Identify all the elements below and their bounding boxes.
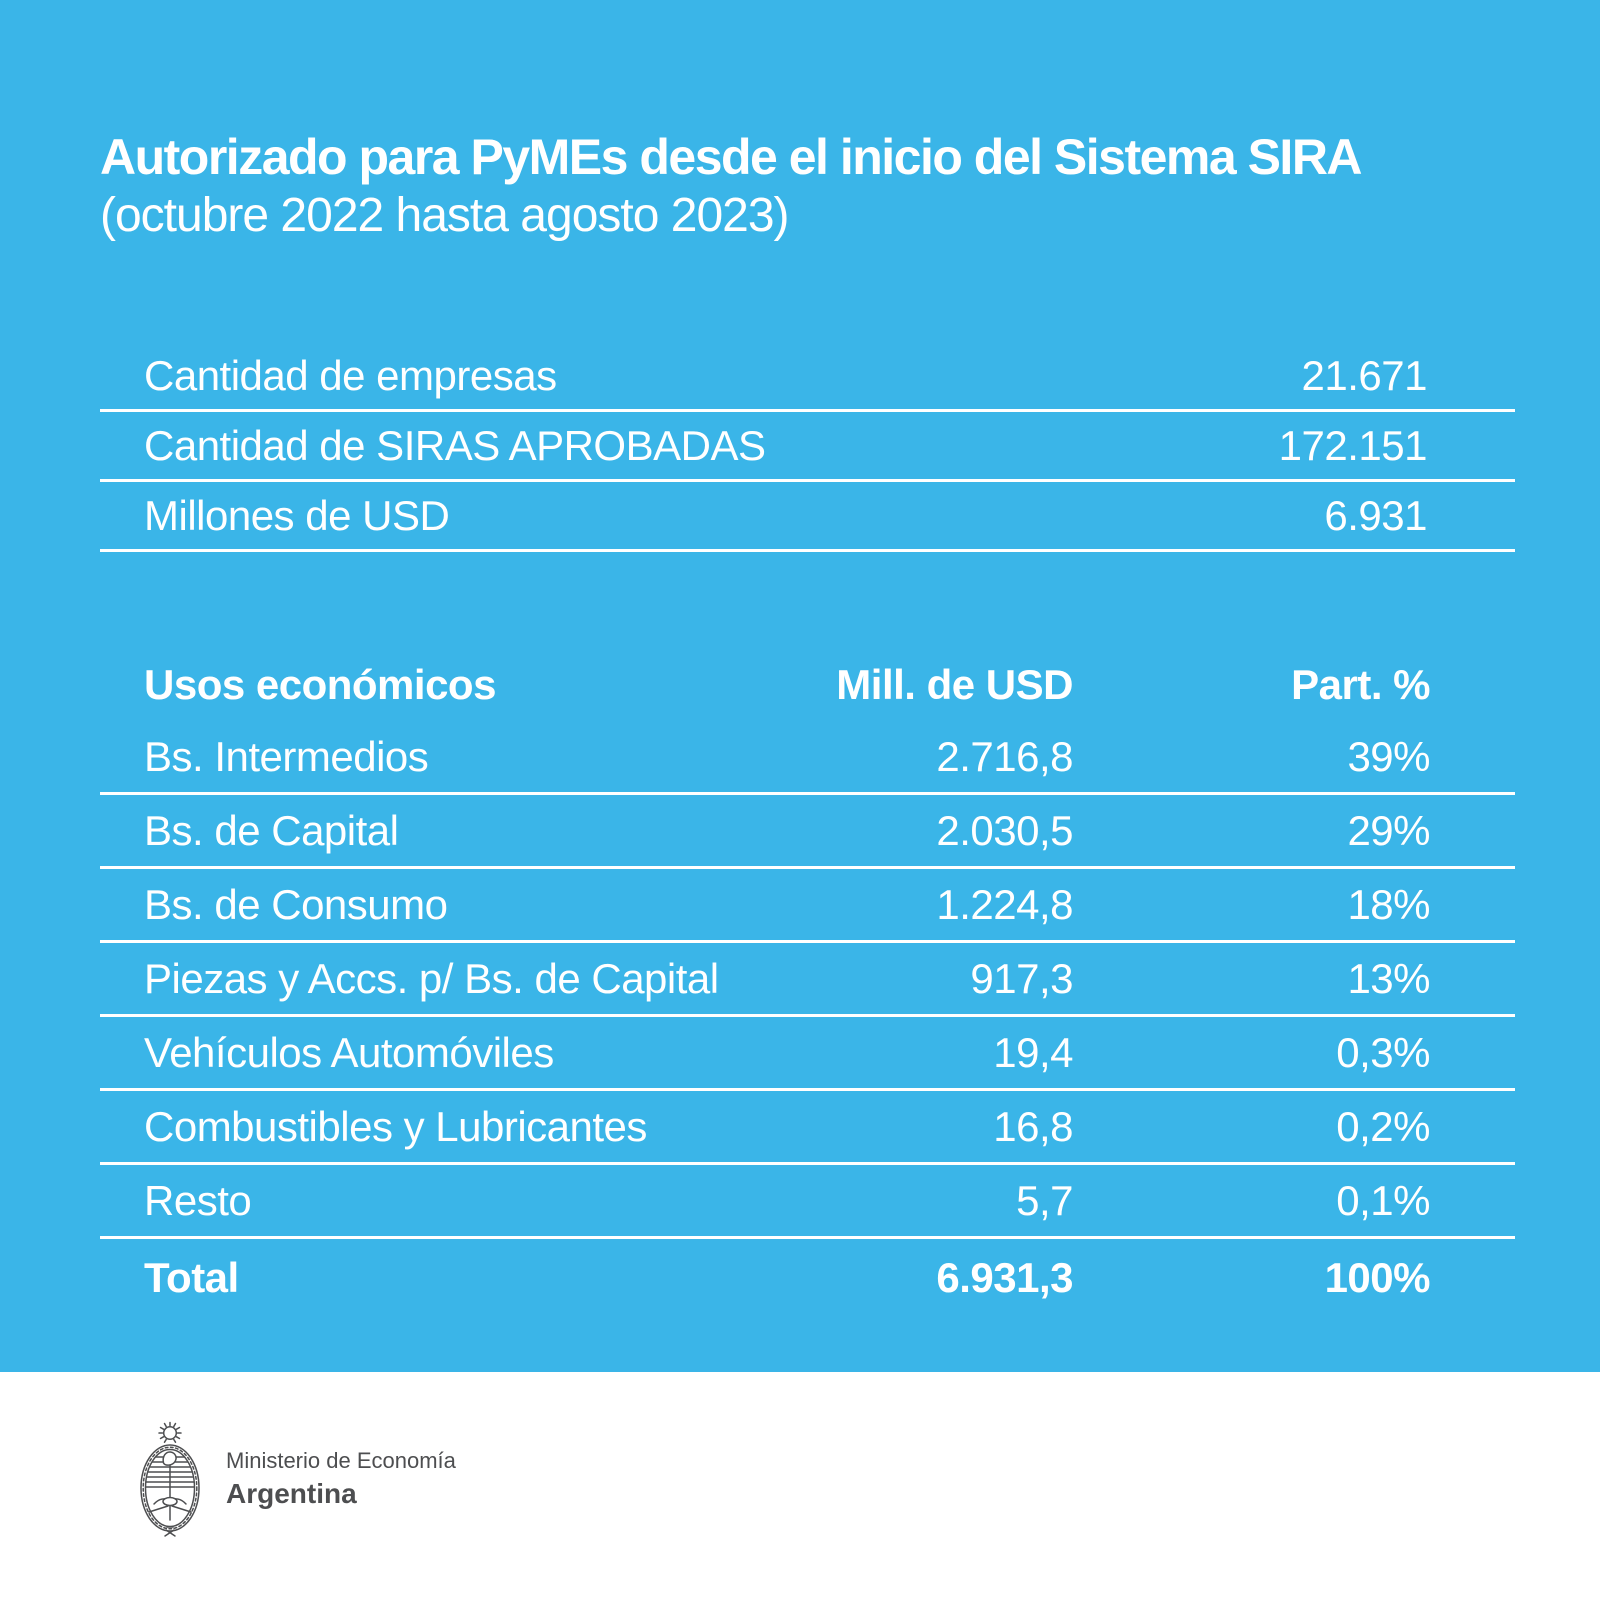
page-title: Autorizado para PyMEs desde el inicio de… [100,129,1363,185]
table-row-vehiculos: Vehículos Automóviles 19,4 0,3% [100,1017,1515,1091]
clasped-hands [153,1496,187,1507]
row-usd-value: 2.716,8 [936,732,1073,780]
row-label: Bs. de Capital [144,806,399,854]
row-usd-value: 1.224,8 [936,880,1073,928]
row-usd-value: 917,3 [970,954,1073,1002]
table-row-resto: Resto 5,7 0,1% [100,1165,1515,1239]
row-usd-value: 5,7 [1016,1176,1073,1224]
argentina-coat-of-arms-icon [140,1421,200,1537]
summary-row-label: Cantidad de empresas [144,351,557,399]
main-panel: Autorizado para PyMEs desde el inicio de… [0,0,1600,1372]
column-header-usos-economicos: Usos económicos [144,661,496,708]
table-row-bs-intermedios: Bs. Intermedios 2.716,8 39% [100,721,1515,795]
brand-text: Ministerio de Economía Argentina [226,1447,456,1511]
footer [0,1372,1600,1600]
sun-icon [158,1421,182,1443]
column-header-mill-usd: Mill. de USD [836,661,1073,708]
usage-table-header: Usos económicos Mill. de USD Part. % [100,649,1515,721]
ribbon [164,1526,176,1537]
row-label: Combustibles y Lubricantes [144,1102,647,1150]
row-label: Vehículos Automóviles [144,1028,554,1076]
row-usd-value: 16,8 [993,1102,1073,1150]
total-share-value: 100% [1324,1254,1431,1301]
ground [148,1505,192,1513]
column-header-part-pct: Part. % [1291,661,1430,708]
table-row-combustibles: Combustibles y Lubricantes 16,8 0,2% [100,1091,1515,1165]
table-row-total: Total 6.931,3 100% [100,1239,1515,1317]
summary-row-empresas: Cantidad de empresas 21.671 [100,342,1515,412]
summary-row-value: 21.671 [1301,351,1428,399]
row-share-value: 39% [1347,732,1430,780]
table-row-bs-de-consumo: Bs. de Consumo 1.224,8 18% [100,869,1515,943]
page-subtitle: (octubre 2022 hasta agosto 2023) [100,189,790,242]
table-row-bs-de-capital: Bs. de Capital 2.030,5 29% [100,795,1515,869]
header-block: Autorizado para PyMEs desde el inicio de… [100,128,1560,246]
row-label: Piezas y Accs. p/ Bs. de Capital [144,954,719,1002]
total-usd-value: 6.931,3 [936,1254,1073,1301]
phrygian-cap [162,1451,177,1466]
summary-row-value: 6.931 [1324,491,1427,539]
summary-row-millones-usd: Millones de USD 6.931 [100,482,1515,552]
row-label: Bs. de Consumo [144,880,448,928]
row-label: Resto [144,1176,252,1224]
total-label: Total [144,1254,239,1301]
summary-row-label: Millones de USD [144,491,450,539]
summary-row-value: 172.151 [1278,421,1428,469]
row-usd-value: 2.030,5 [936,806,1073,854]
ministry-brand: Ministerio de Economía Argentina [138,1420,456,1538]
row-share-value: 0,1% [1336,1176,1430,1224]
row-share-value: 29% [1347,806,1430,854]
table-row-piezas-accs: Piezas y Accs. p/ Bs. de Capital 917,3 1… [100,943,1515,1017]
summary-table: Cantidad de empresas 21.671 Cantidad de … [100,342,1515,552]
usage-table: Usos económicos Mill. de USD Part. % Bs.… [100,649,1515,1317]
row-share-value: 0,2% [1336,1102,1430,1150]
row-label: Bs. Intermedios [144,732,429,780]
row-share-value: 13% [1347,954,1430,1002]
summary-row-label: Cantidad de SIRAS APROBADAS [144,421,766,469]
summary-row-siras-aprobadas: Cantidad de SIRAS APROBADAS 172.151 [100,412,1515,482]
country-name: Argentina [226,1478,357,1510]
ministry-name: Ministerio de Economía [226,1447,456,1473]
row-usd-value: 19,4 [993,1028,1073,1076]
row-share-value: 18% [1347,880,1430,928]
row-share-value: 0,3% [1336,1028,1430,1076]
